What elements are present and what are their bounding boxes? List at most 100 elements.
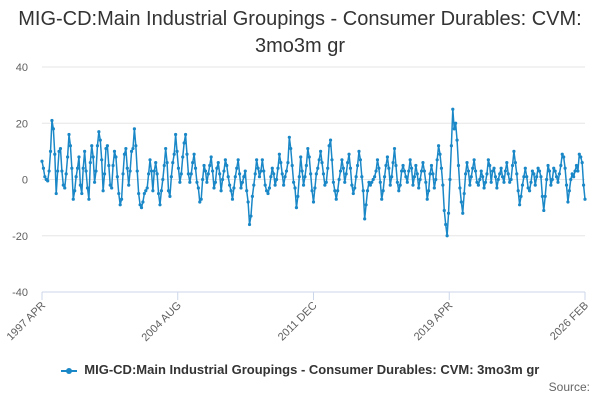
- data-point[interactable]: [572, 175, 576, 179]
- data-point[interactable]: [83, 149, 87, 153]
- data-point[interactable]: [209, 155, 213, 159]
- data-point[interactable]: [394, 163, 398, 168]
- data-point[interactable]: [166, 189, 171, 193]
- data-point[interactable]: [540, 194, 544, 198]
- data-point[interactable]: [527, 189, 532, 193]
- data-point[interactable]: [391, 161, 395, 165]
- data-point[interactable]: [239, 186, 243, 190]
- data-point[interactable]: [168, 194, 172, 198]
- data-point[interactable]: [205, 180, 209, 184]
- data-point[interactable]: [580, 161, 584, 165]
- data-point[interactable]: [419, 169, 424, 173]
- data-point[interactable]: [95, 144, 100, 148]
- data-point[interactable]: [138, 203, 142, 207]
- data-point[interactable]: [125, 166, 129, 170]
- data-point[interactable]: [98, 138, 102, 142]
- data-point[interactable]: [269, 175, 273, 179]
- data-point[interactable]: [414, 163, 418, 168]
- data-point[interactable]: [108, 183, 112, 187]
- data-point[interactable]: [337, 177, 341, 182]
- data-point[interactable]: [300, 169, 304, 173]
- data-point[interactable]: [363, 217, 367, 221]
- data-point[interactable]: [536, 166, 540, 170]
- data-point[interactable]: [292, 180, 296, 184]
- data-point[interactable]: [175, 149, 179, 153]
- data-point[interactable]: [179, 172, 183, 176]
- data-point[interactable]: [469, 175, 473, 179]
- data-point[interactable]: [566, 200, 570, 204]
- data-point[interactable]: [547, 169, 552, 173]
- data-point[interactable]: [347, 152, 351, 156]
- data-point[interactable]: [573, 169, 577, 173]
- data-point[interactable]: [162, 163, 166, 168]
- data-point[interactable]: [522, 175, 526, 179]
- data-point[interactable]: [493, 175, 498, 179]
- data-point[interactable]: [390, 175, 394, 179]
- data-point[interactable]: [405, 180, 409, 184]
- data-point[interactable]: [230, 197, 235, 201]
- data-point[interactable]: [471, 166, 475, 170]
- data-point[interactable]: [135, 169, 139, 173]
- data-point[interactable]: [129, 149, 134, 153]
- data-point[interactable]: [253, 172, 257, 176]
- data-point[interactable]: [479, 169, 483, 173]
- data-point[interactable]: [297, 175, 301, 179]
- data-point[interactable]: [431, 172, 435, 176]
- data-point[interactable]: [381, 189, 385, 193]
- data-point[interactable]: [574, 163, 579, 168]
- data-point[interactable]: [299, 155, 303, 159]
- data-point[interactable]: [346, 161, 350, 165]
- data-point[interactable]: [491, 169, 495, 173]
- data-point[interactable]: [518, 203, 522, 207]
- data-point[interactable]: [75, 166, 80, 170]
- data-point[interactable]: [364, 203, 368, 207]
- data-point[interactable]: [341, 166, 345, 170]
- data-point[interactable]: [151, 189, 155, 193]
- data-point[interactable]: [118, 203, 122, 207]
- data-point[interactable]: [361, 189, 365, 193]
- data-point[interactable]: [373, 175, 377, 179]
- data-point[interactable]: [434, 177, 438, 182]
- data-point[interactable]: [276, 166, 280, 170]
- data-point[interactable]: [331, 180, 335, 184]
- data-point[interactable]: [90, 144, 94, 148]
- data-point[interactable]: [236, 158, 240, 162]
- data-point[interactable]: [473, 169, 478, 173]
- data-point[interactable]: [154, 161, 158, 165]
- data-point[interactable]: [191, 161, 195, 165]
- data-point[interactable]: [264, 189, 269, 193]
- data-point[interactable]: [148, 158, 152, 162]
- data-point[interactable]: [40, 159, 44, 163]
- data-point[interactable]: [559, 163, 563, 168]
- data-point[interactable]: [488, 163, 492, 168]
- data-point[interactable]: [70, 166, 74, 170]
- data-point[interactable]: [461, 211, 465, 215]
- data-point[interactable]: [208, 163, 212, 168]
- data-point[interactable]: [104, 146, 108, 151]
- data-point[interactable]: [476, 183, 480, 187]
- data-point[interactable]: [499, 166, 503, 170]
- data-point[interactable]: [186, 172, 191, 176]
- data-point[interactable]: [77, 155, 81, 159]
- data-point[interactable]: [515, 172, 519, 176]
- data-point[interactable]: [121, 172, 125, 176]
- data-point[interactable]: [111, 163, 115, 168]
- data-point[interactable]: [124, 146, 128, 151]
- data-point[interactable]: [283, 175, 287, 179]
- data-point[interactable]: [159, 189, 163, 193]
- data-point[interactable]: [225, 163, 229, 168]
- data-point[interactable]: [67, 132, 71, 137]
- data-point[interactable]: [336, 189, 340, 193]
- data-point[interactable]: [385, 155, 390, 159]
- data-point[interactable]: [198, 200, 202, 204]
- data-point[interactable]: [128, 169, 132, 173]
- data-point[interactable]: [468, 183, 472, 187]
- data-point[interactable]: [282, 183, 286, 187]
- data-point[interactable]: [378, 180, 382, 184]
- data-point[interactable]: [441, 183, 445, 187]
- data-point[interactable]: [343, 180, 347, 184]
- data-point[interactable]: [247, 222, 252, 227]
- data-point[interactable]: [215, 166, 219, 170]
- data-point[interactable]: [330, 158, 334, 162]
- data-point[interactable]: [195, 180, 199, 184]
